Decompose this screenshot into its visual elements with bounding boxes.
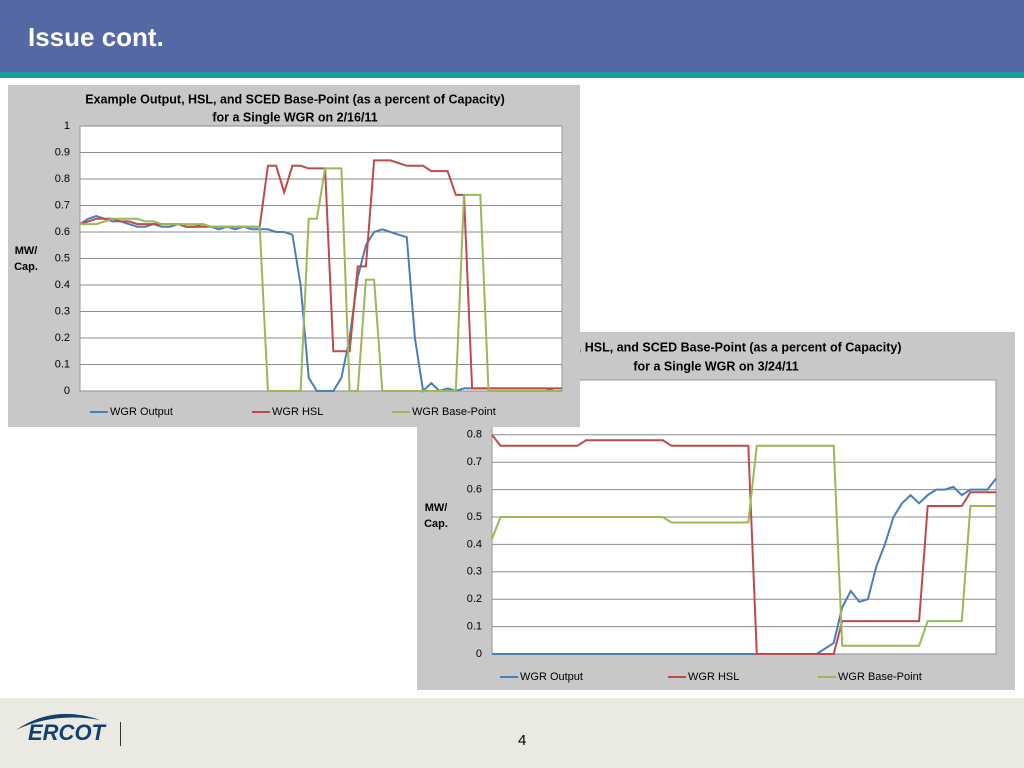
y-tick-label: 0 [476, 648, 482, 660]
y-tick-label: 0.5 [55, 252, 70, 264]
chart-title: ut, HSL, and SCED Base-Point (as a perce… [566, 340, 901, 354]
legend-label: WGR Base-Point [838, 671, 922, 683]
y-tick-label: 0.7 [467, 456, 482, 468]
y-tick-label: 0.4 [55, 279, 70, 291]
y-tick-label: 0.6 [55, 226, 70, 238]
y-tick-label: 0.8 [467, 429, 482, 441]
header-strip [0, 72, 1024, 78]
y-tick-label: 1 [64, 120, 70, 132]
header: Issue cont. [0, 0, 1024, 72]
y-axis-label: MW/ [425, 502, 448, 514]
y-tick-label: 0.1 [55, 358, 70, 370]
chart-title: for a Single WGR on 3/24/11 [633, 359, 798, 373]
separator [120, 722, 121, 746]
legend-label: WGR Base-Point [412, 406, 496, 418]
y-tick-label: 0.2 [55, 332, 70, 344]
page-number: 4 [518, 732, 527, 749]
series-line [80, 167, 562, 392]
y-tick-label: 0.5 [467, 511, 482, 523]
series-line [491, 434, 996, 655]
y-tick-label: 0.9 [55, 146, 70, 158]
series-line [491, 444, 996, 647]
y-tick-label: 0.4 [467, 538, 482, 550]
y-tick-label: 0.1 [467, 621, 482, 633]
y-axis-label: MW/ [15, 245, 38, 257]
y-axis-label: Cap. [424, 518, 448, 530]
y-tick-label: 0.3 [467, 566, 482, 578]
y-tick-label: 0.3 [55, 305, 70, 317]
legend-label: WGR HSL [688, 671, 739, 683]
chart-title: Example Output, HSL, and SCED Base-Point… [85, 92, 505, 106]
y-tick-label: 0.2 [467, 593, 482, 605]
y-tick-label: 0.6 [467, 484, 482, 496]
chart-title: for a Single WGR on 2/16/11 [212, 110, 377, 124]
logo-swoosh [16, 713, 100, 730]
chart: Example Output, HSL, and SCED Base-Point… [8, 85, 580, 427]
y-tick-label: 0.8 [55, 173, 70, 185]
y-tick-label: 0 [64, 385, 70, 397]
legend-label: WGR HSL [272, 406, 323, 418]
y-tick-label: 0.7 [55, 199, 70, 211]
legend-label: WGR Output [520, 671, 583, 683]
charts: ut, HSL, and SCED Base-Point (as a perce… [8, 85, 1015, 690]
legend-label: WGR Output [110, 406, 173, 418]
y-axis-label: Cap. [14, 261, 38, 273]
slide-title: Issue cont. [28, 22, 164, 52]
logo: ERCOT [28, 720, 105, 745]
series-line [492, 477, 997, 655]
footer: ERCOT 4 [0, 698, 1024, 768]
